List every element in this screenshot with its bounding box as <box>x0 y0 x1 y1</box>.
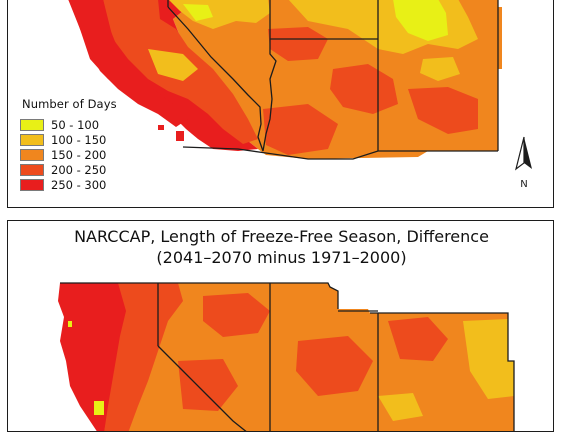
map-zone-yellow-3 <box>68 321 72 327</box>
map-zone-red-orange-3 <box>330 64 398 114</box>
legend-swatch <box>20 163 44 176</box>
top-map-panel: Number of Days 50 - 100 100 - 150 150 - … <box>7 0 554 208</box>
map-zone-red-orange-1 <box>104 283 183 431</box>
map-zone-red-orange-5 <box>408 87 478 134</box>
map-zone-red-orange-2 <box>203 293 270 337</box>
legend-swatch <box>20 178 44 191</box>
map-us-mexico-border <box>182 146 498 160</box>
map-zone-yellow-1 <box>393 0 448 41</box>
map-zone-light-orange-2 <box>378 393 423 421</box>
map-island-1 <box>176 131 184 141</box>
legend-label: 150 - 200 <box>51 147 107 162</box>
legend-label: 50 - 100 <box>51 117 100 132</box>
panel-title: NARCCAP, Length of Freeze-Free Season, D… <box>74 227 489 246</box>
map-ocean <box>48 283 97 431</box>
map-state-border-az-west <box>262 39 277 152</box>
panel-subtitle: (2041–2070 minus 1971–2000) <box>156 248 407 267</box>
map-island-2 <box>158 125 164 130</box>
legend-label: 200 - 250 <box>51 162 107 177</box>
legend-entry: 100 - 150 <box>20 132 160 147</box>
map-zone-red-orange-5 <box>178 359 238 411</box>
map-zone-red-orange-4 <box>388 317 448 361</box>
map-state-border-ca-nv <box>167 6 264 152</box>
legend-entry: 200 - 250 <box>20 162 160 177</box>
legend-label: 100 - 150 <box>51 132 107 147</box>
map-outer-border-north <box>60 282 339 309</box>
map-zone-red-orange-3 <box>296 336 373 396</box>
north-arrow-icon: N <box>515 136 532 190</box>
map-zone-red-orange-2 <box>268 27 328 61</box>
map-zone-yellow-2 <box>183 4 213 21</box>
legend-entry: 250 - 300 <box>20 177 160 192</box>
map-legend: Number of Days 50 - 100 100 - 150 150 - … <box>20 97 160 192</box>
north-arrow: N <box>512 135 536 191</box>
map-zone-light-orange-3 <box>148 49 198 81</box>
map-zone-light-orange-1 <box>463 319 514 399</box>
map-island-3 <box>93 7 103 21</box>
map-zone-yellow-2 <box>94 401 104 415</box>
map-outer-border-east <box>370 312 515 431</box>
map-zone-light-orange-4 <box>420 57 460 81</box>
legend-swatch <box>20 133 44 146</box>
legend-entry: 50 - 100 <box>20 117 160 132</box>
legend-entry: 150 - 200 <box>20 147 160 162</box>
legend-label: 250 - 300 <box>51 177 107 192</box>
legend-swatch <box>20 148 44 161</box>
legend-swatch <box>20 118 44 131</box>
north-label: N <box>520 179 527 190</box>
top-freeze-free-map <box>68 0 502 160</box>
map-zone-coast-red <box>68 0 188 127</box>
bottom-map-panel: NARCCAP, Length of Freeze-Free Season, D… <box>7 220 554 432</box>
legend-title: Number of Days <box>22 97 117 111</box>
map-state-border-ca-nv <box>157 345 247 431</box>
bottom-difference-map <box>48 282 515 431</box>
map-zone-red-orange-4 <box>263 104 338 155</box>
